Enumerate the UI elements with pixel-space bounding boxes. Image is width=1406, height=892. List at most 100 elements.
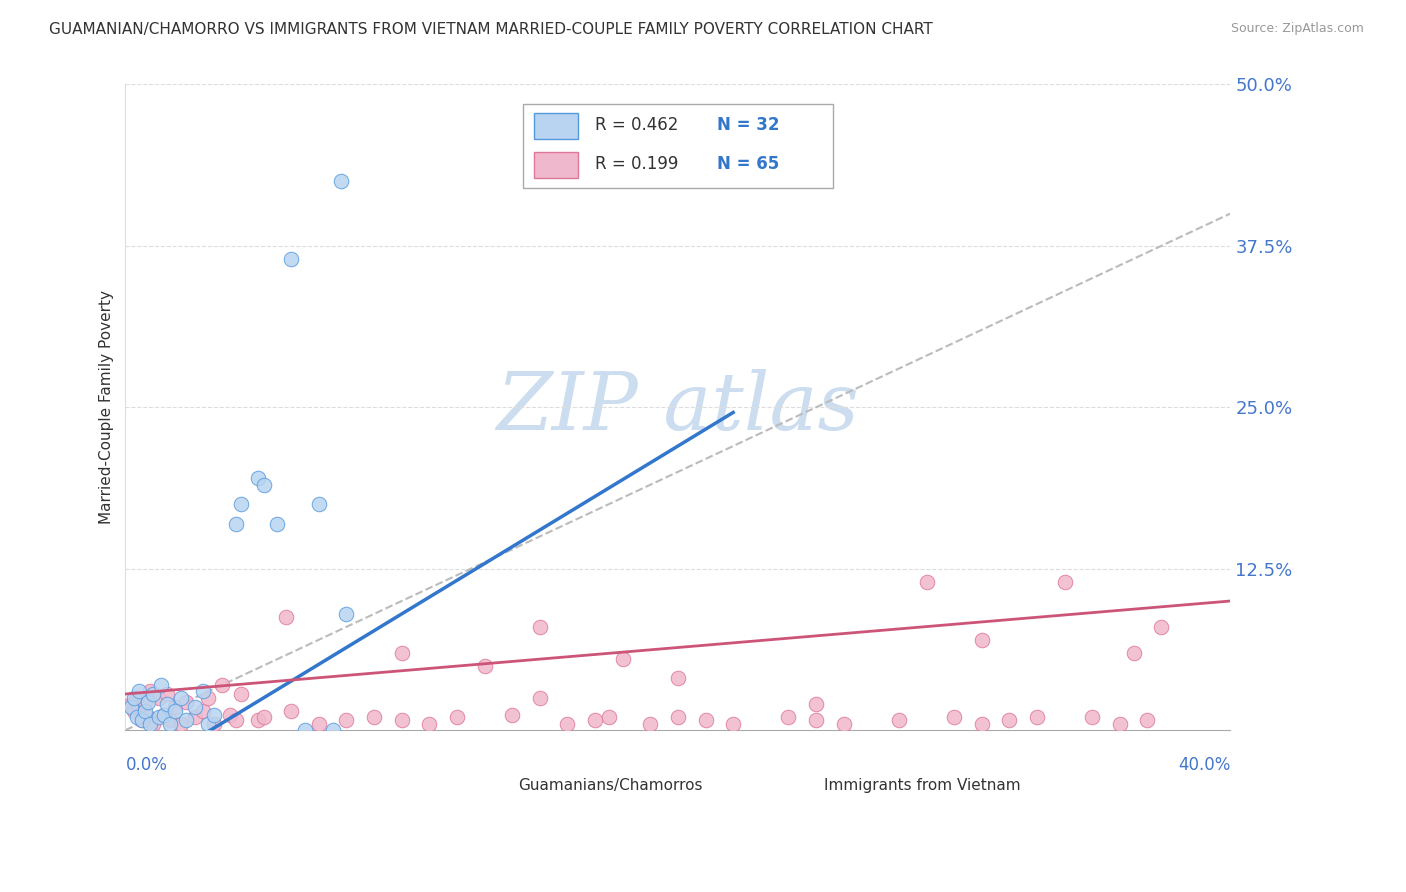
Point (128, 684, 150, 698)
Point (335, 713, 357, 727)
FancyBboxPatch shape (766, 779, 810, 795)
Point (666, 672, 689, 686)
Point (142, 716, 165, 731)
Point (970, 632, 993, 647)
Point (247, 713, 270, 727)
Point (666, 710, 689, 724)
Text: 0.0%: 0.0% (125, 756, 167, 774)
Text: N = 65: N = 65 (717, 155, 779, 173)
Point (804, 713, 827, 727)
Point (1081, 710, 1104, 724)
Point (170, 716, 193, 731)
Point (120, 699, 142, 714)
Text: GUAMANIAN/CHAMORRO VS IMMIGRANTS FROM VIETNAM MARRIED-COUPLE FAMILY POVERTY CORR: GUAMANIAN/CHAMORRO VS IMMIGRANTS FROM VI… (49, 22, 934, 37)
Point (159, 716, 181, 731)
Point (128, 699, 150, 714)
Text: Guamanians/Chamorros: Guamanians/Chamorros (517, 778, 702, 793)
Y-axis label: Married-Couple Family Poverty: Married-Couple Family Poverty (100, 290, 114, 524)
Point (165, 704, 187, 718)
Point (122, 690, 145, 705)
Point (501, 707, 523, 722)
Point (1026, 710, 1049, 724)
Point (225, 516, 247, 531)
Point (252, 710, 274, 724)
Point (191, 684, 214, 698)
FancyBboxPatch shape (534, 153, 578, 178)
Point (183, 699, 205, 714)
Point (170, 690, 193, 705)
Point (202, 707, 225, 722)
Point (252, 477, 274, 491)
Point (598, 710, 620, 724)
Point (131, 713, 153, 727)
Point (695, 713, 717, 727)
Point (125, 690, 148, 705)
Point (335, 607, 357, 621)
Point (139, 684, 162, 698)
Point (156, 687, 179, 701)
Text: 40.0%: 40.0% (1178, 756, 1230, 774)
Point (202, 716, 225, 731)
Text: Source: ZipAtlas.com: Source: ZipAtlas.com (1230, 22, 1364, 36)
Point (153, 707, 176, 722)
Point (446, 710, 468, 724)
Point (804, 698, 827, 712)
Point (294, 723, 316, 738)
FancyBboxPatch shape (523, 103, 832, 187)
Text: ZIP atlas: ZIP atlas (496, 368, 859, 446)
Point (125, 710, 148, 724)
Point (557, 716, 579, 731)
Point (640, 716, 662, 731)
Point (136, 710, 159, 724)
Point (122, 704, 145, 718)
Point (363, 710, 385, 724)
Point (174, 695, 197, 709)
Text: R = 0.199: R = 0.199 (595, 155, 679, 173)
Point (120, 698, 142, 712)
Point (970, 716, 993, 731)
Point (219, 707, 242, 722)
Point (247, 471, 270, 485)
Point (1053, 574, 1076, 589)
Point (529, 690, 551, 705)
Point (153, 707, 176, 722)
Point (139, 716, 162, 731)
Point (225, 713, 247, 727)
Text: Immigrants from Vietnam: Immigrants from Vietnam (824, 778, 1021, 793)
Point (1150, 620, 1173, 634)
Point (418, 716, 440, 731)
Point (134, 704, 156, 718)
Point (832, 716, 855, 731)
Point (266, 516, 288, 531)
Point (322, 723, 344, 738)
Point (231, 687, 253, 701)
Point (148, 710, 170, 724)
Point (280, 252, 302, 266)
Point (1108, 716, 1130, 731)
Text: N = 32: N = 32 (717, 116, 779, 134)
Point (150, 678, 173, 692)
Point (529, 620, 551, 634)
Point (915, 574, 938, 589)
Point (183, 710, 205, 724)
Text: R = 0.462: R = 0.462 (595, 116, 679, 134)
Point (165, 699, 187, 714)
Point (583, 713, 606, 727)
Point (778, 710, 800, 724)
Point (197, 690, 219, 705)
Point (1136, 713, 1159, 727)
Point (391, 646, 413, 660)
Point (142, 687, 165, 701)
Point (174, 713, 197, 727)
Point (274, 609, 297, 624)
Point (159, 713, 181, 727)
Point (211, 678, 233, 692)
Point (391, 713, 413, 727)
Point (136, 695, 159, 709)
Point (887, 713, 910, 727)
Point (721, 716, 744, 731)
Point (156, 698, 179, 712)
FancyBboxPatch shape (457, 779, 501, 795)
Point (308, 716, 330, 731)
Point (191, 704, 214, 718)
